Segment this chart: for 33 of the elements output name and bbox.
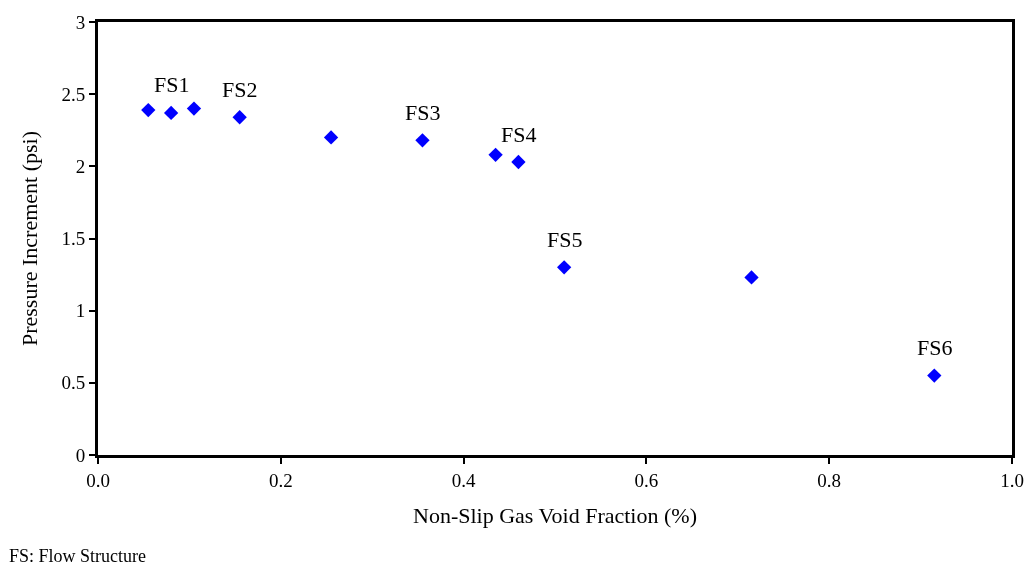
y-tick-label: 1.5 [61, 228, 86, 250]
annotation: FS5 [547, 227, 583, 252]
x-tick-label: 0.8 [817, 469, 842, 491]
point [323, 130, 339, 145]
annotation: FS6 [917, 335, 953, 360]
x-tick-label: 0.2 [268, 469, 293, 491]
y-tick-label: 0.5 [61, 372, 86, 394]
point [488, 147, 503, 162]
y-axis-title: Pressure Increment (psi) [17, 130, 43, 347]
y-tick-label: 0 [75, 444, 86, 466]
point [927, 368, 942, 383]
y-tick-label: 1 [75, 300, 86, 322]
text: FS: Flow Structure [9, 546, 147, 566]
annotation: FS1 [154, 72, 190, 97]
point [556, 260, 572, 275]
y-tick-label: 3 [75, 11, 86, 33]
annotation: FS3 [405, 100, 441, 125]
x-tick-label: 0.0 [86, 469, 110, 491]
annotation: FS4 [501, 122, 537, 147]
point [415, 133, 430, 148]
x-axis-title: Non-Slip Gas Void Fraction (%) [413, 502, 697, 528]
point [232, 110, 247, 125]
point [511, 154, 526, 170]
y-tick-label: 2 [75, 155, 86, 177]
annotation: FS2 [222, 77, 258, 102]
point [744, 270, 759, 285]
y-tick-label: 2.5 [61, 83, 86, 105]
x-tick-label: 0.6 [634, 469, 659, 491]
point [186, 101, 202, 116]
x-tick-label: 1.0 [1000, 469, 1024, 491]
x-tick-label: 0.4 [451, 469, 476, 491]
point [141, 102, 156, 118]
point [163, 105, 179, 121]
